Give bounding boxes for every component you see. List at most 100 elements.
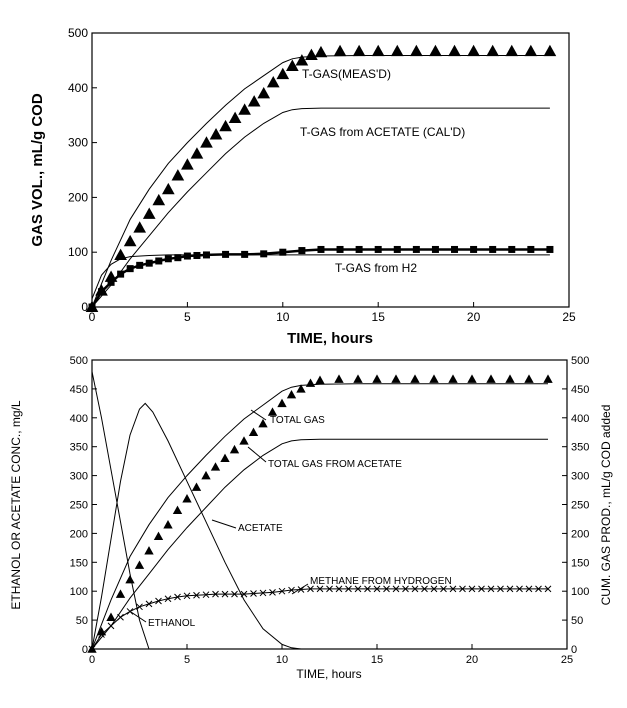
- bottom-xtick-label: 20: [466, 654, 478, 666]
- top-point-t-gas-meas-d: [228, 111, 242, 123]
- bottom-point-methane-from-hydrogen: [164, 595, 172, 603]
- bottom-point-total-gas: [134, 560, 145, 569]
- bottom-point-total-gas: [429, 374, 439, 383]
- top-point-t-gas-meas-d: [305, 48, 318, 60]
- top-point-t-gas-meas-d: [486, 44, 500, 57]
- top-point-t-gas-from-h2: [431, 245, 439, 253]
- top-point-t-gas-from-h2: [451, 245, 459, 253]
- bottom-xtick-label: 15: [371, 654, 383, 666]
- bottom-ylabel-right: CUM. GAS PROD., mL/g COD added: [599, 405, 613, 606]
- bottom-point-total-gas: [191, 482, 202, 491]
- top-point-t-gas-meas-d: [190, 147, 204, 159]
- bottom-point-methane-from-hydrogen: [221, 590, 229, 598]
- top-point-t-gas-meas-d: [505, 44, 519, 57]
- bottom-point-total-gas: [153, 531, 164, 541]
- bottom-point-methane-from-hydrogen: [411, 585, 419, 593]
- leader-ethanol: [130, 611, 147, 623]
- bottom-xlabel: TIME, hours: [296, 667, 361, 681]
- bottom-point-total-gas: [106, 612, 116, 621]
- top-xtick-label: 20: [467, 310, 481, 324]
- bottom-point-methane-from-hydrogen: [212, 590, 219, 598]
- bottom-point-total-gas: [305, 378, 316, 387]
- bottom-ytick-right-label: 100: [571, 586, 589, 598]
- bottom-ytick-right-label: 50: [571, 615, 583, 627]
- top-ylabel: GAS VOL., mL/g COD: [29, 93, 46, 247]
- top-point-t-gas-meas-d: [286, 59, 299, 71]
- top-annotation-acetate: T-GAS from ACETATE (CAL'D): [300, 125, 465, 139]
- leader-acetate: [211, 519, 237, 529]
- top-xtick-label: 10: [276, 310, 290, 324]
- bottom-point-total-gas: [410, 374, 420, 383]
- bottom-point-methane-from-hydrogen: [202, 591, 210, 599]
- bottom-point-total-gas: [172, 505, 183, 515]
- top-point-t-gas-meas-d: [333, 44, 347, 57]
- bottom-point-methane-from-hydrogen: [345, 585, 352, 593]
- bottom-point-total-gas: [315, 375, 325, 384]
- top-point-t-gas-from-h2: [489, 245, 497, 253]
- bottom-point-methane-from-hydrogen: [307, 585, 314, 593]
- leader-methane: [291, 583, 309, 595]
- bottom-point-total-gas: [286, 390, 297, 399]
- top-point-t-gas-from-h2: [298, 247, 306, 255]
- top-point-t-gas-meas-d: [276, 67, 290, 80]
- bottom-point-total-gas: [277, 398, 287, 408]
- bottom-point-methane-from-hydrogen: [107, 622, 115, 630]
- top-point-t-gas-from-h2: [336, 245, 344, 253]
- leader-total-gas: [250, 409, 267, 421]
- top-point-t-gas-from-h2: [155, 257, 163, 265]
- bottom-point-methane-from-hydrogen: [430, 585, 438, 593]
- bottom-point-methane-from-hydrogen: [136, 603, 143, 611]
- top-point-t-gas-meas-d: [257, 86, 271, 99]
- top-point-t-gas-meas-d: [123, 234, 137, 247]
- bottom-point-methane-from-hydrogen: [392, 585, 400, 593]
- bottom-point-total-gas: [229, 444, 240, 454]
- bottom-line-ethanol: [91, 371, 150, 650]
- bottom-point-total-gas: [239, 436, 249, 445]
- top-point-t-gas-meas-d: [247, 95, 261, 107]
- bottom-point-methane-from-hydrogen: [250, 590, 257, 597]
- top-point-t-gas-from-h2: [470, 245, 478, 253]
- bottom-point-methane-from-hydrogen: [506, 585, 514, 593]
- bottom-point-methane-from-hydrogen: [231, 590, 238, 598]
- bottom-point-methane-from-hydrogen: [259, 589, 267, 597]
- top-point-t-gas-from-h2: [183, 252, 191, 260]
- bottom-point-total-gas: [505, 374, 515, 383]
- bottom-point-methane-from-hydrogen: [449, 585, 457, 593]
- bottom-ytick-right-label: 200: [571, 528, 589, 540]
- bottom-point-methane-from-hydrogen: [316, 585, 324, 593]
- bottom-point-total-gas: [115, 589, 126, 598]
- bottom-ytick-label: 400: [70, 413, 88, 425]
- bottom-ytick-label: 350: [70, 442, 88, 454]
- top-point-t-gas-from-h2: [117, 270, 125, 278]
- top-point-t-gas-meas-d: [209, 128, 223, 140]
- bottom-point-total-gas: [248, 427, 259, 436]
- bottom-point-methane-from-hydrogen: [354, 585, 362, 593]
- top-line-t-gas-from-acetate-cal-d: [91, 107, 550, 308]
- top-xtick-label: 15: [372, 310, 386, 324]
- bottom-point-total-gas: [372, 374, 382, 383]
- top-point-t-gas-from-h2: [317, 245, 325, 253]
- top-point-t-gas-meas-d: [161, 182, 175, 195]
- bottom-point-methane-from-hydrogen: [364, 585, 371, 593]
- bottom-point-methane-from-hydrogen: [155, 597, 162, 605]
- top-ytick-label: 100: [68, 245, 88, 259]
- top-point-t-gas-meas-d: [390, 44, 404, 57]
- top-point-t-gas-meas-d: [371, 44, 385, 57]
- bottom-ytick-label: 500: [70, 355, 88, 367]
- top-point-t-gas-from-h2: [393, 245, 401, 253]
- top-point-t-gas-meas-d: [410, 44, 423, 57]
- bottom-xtick-label: 0: [89, 654, 95, 666]
- top-point-t-gas-from-h2: [145, 259, 153, 267]
- bottom-point-total-gas: [543, 374, 553, 383]
- top-annotation-h2: T-GAS from H2: [335, 261, 417, 275]
- bottom-point-methane-from-hydrogen: [487, 585, 495, 593]
- top-point-t-gas-meas-d: [314, 45, 328, 58]
- bottom-line-total-gas-from-acetate: [91, 438, 548, 650]
- bottom-xtick-label: 10: [276, 654, 288, 666]
- top-xlabel: TIME, hours: [287, 330, 373, 347]
- leader-total-gas-acetate: [247, 446, 267, 463]
- bottom-point-methane-from-hydrogen: [535, 585, 542, 593]
- top-annotation-measd: T-GAS(MEAS'D): [302, 67, 391, 81]
- top-point-t-gas-meas-d: [114, 248, 127, 260]
